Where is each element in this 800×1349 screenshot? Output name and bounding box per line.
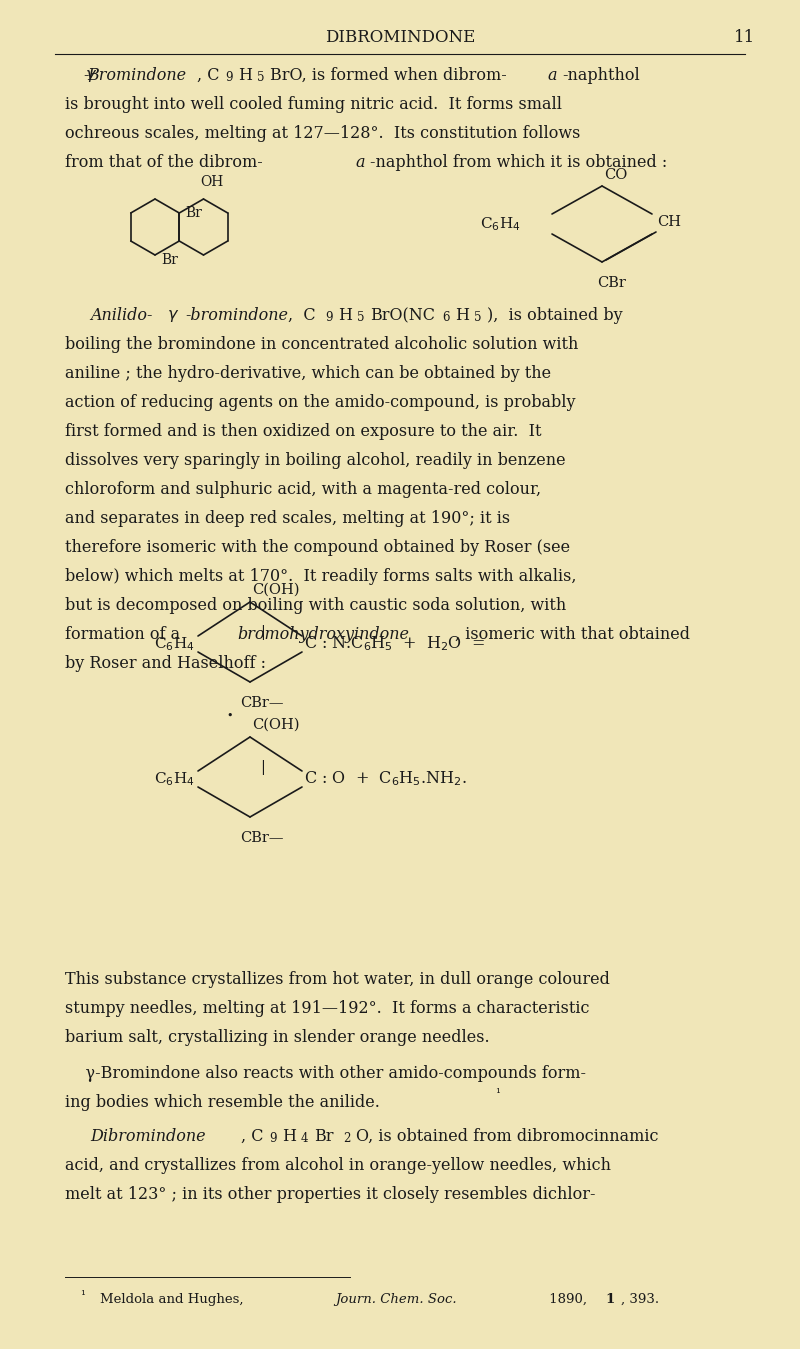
Text: C$_6$H$_4$: C$_6$H$_4$: [154, 635, 195, 653]
Text: C$_6$H$_4$: C$_6$H$_4$: [480, 214, 521, 233]
Text: 9: 9: [269, 1132, 277, 1145]
Text: Anilido-: Anilido-: [90, 308, 152, 324]
Text: but is decomposed on boiling with caustic soda solution, with: but is decomposed on boiling with causti…: [65, 598, 566, 614]
Text: first formed and is then oxidized on exposure to the air.  It: first formed and is then oxidized on exp…: [65, 424, 542, 440]
Text: boiling the bromindone in concentrated alcoholic solution with: boiling the bromindone in concentrated a…: [65, 336, 578, 353]
Text: C(OH): C(OH): [252, 583, 299, 598]
Text: ¹: ¹: [495, 1087, 500, 1099]
Text: formation of a: formation of a: [65, 626, 186, 643]
Text: CBr—: CBr—: [240, 696, 283, 710]
Text: H: H: [338, 308, 352, 324]
Text: Br: Br: [186, 206, 202, 220]
Text: , C: , C: [241, 1128, 263, 1145]
Text: ),  is obtained by: ), is obtained by: [487, 308, 622, 324]
Text: bromohydroxyindone: bromohydroxyindone: [237, 626, 409, 643]
Text: H: H: [282, 1128, 296, 1145]
Text: C : N.C$_6$H$_5$  +  H$_2$O  =: C : N.C$_6$H$_5$ + H$_2$O =: [304, 634, 485, 653]
Text: 5: 5: [357, 312, 365, 324]
Text: $\gamma$: $\gamma$: [167, 308, 179, 324]
Text: is brought into well cooled fuming nitric acid.  It forms small: is brought into well cooled fuming nitri…: [65, 96, 562, 113]
Text: 9: 9: [225, 71, 233, 84]
Text: below) which melts at 170°.  It readily forms salts with alkalis,: below) which melts at 170°. It readily f…: [65, 568, 577, 585]
Text: therefore isomeric with the compound obtained by Roser (see: therefore isomeric with the compound obt…: [65, 540, 570, 556]
Text: γ-Bromindone also reacts with other amido-compounds form-: γ-Bromindone also reacts with other amid…: [65, 1064, 586, 1082]
Text: , isomeric with that obtained: , isomeric with that obtained: [455, 626, 690, 643]
Text: BrO, is formed when dibrom-: BrO, is formed when dibrom-: [270, 67, 506, 84]
Text: 11: 11: [734, 28, 756, 46]
Text: 2: 2: [343, 1132, 350, 1145]
Text: Br: Br: [314, 1128, 334, 1145]
Text: from that of the dibrom-: from that of the dibrom-: [65, 154, 262, 171]
Text: 4: 4: [301, 1132, 309, 1145]
Text: •: •: [226, 711, 234, 720]
Text: ochreous scales, melting at 127—128°.  Its constitution follows: ochreous scales, melting at 127—128°. It…: [65, 125, 580, 142]
Text: O, is obtained from dibromocinnamic: O, is obtained from dibromocinnamic: [356, 1128, 658, 1145]
Text: a: a: [547, 67, 557, 84]
Text: by Roser and Haselhoff :: by Roser and Haselhoff :: [65, 656, 266, 672]
Text: 9: 9: [325, 312, 333, 324]
Text: H: H: [455, 308, 469, 324]
Text: aniline ; the hydro-derivative, which can be obtained by the: aniline ; the hydro-derivative, which ca…: [65, 366, 551, 382]
Text: , C: , C: [197, 67, 219, 84]
Text: CH: CH: [657, 214, 681, 229]
Text: OH: OH: [201, 175, 224, 189]
Text: and separates in deep red scales, melting at 190°; it is: and separates in deep red scales, meltin…: [65, 510, 510, 527]
Text: barium salt, crystallizing in slender orange needles.: barium salt, crystallizing in slender or…: [65, 1029, 490, 1045]
Text: C(OH): C(OH): [252, 718, 299, 733]
Text: |: |: [261, 625, 266, 639]
Text: Bromindone: Bromindone: [87, 67, 186, 84]
Text: -naphthol from which it is obtained :: -naphthol from which it is obtained :: [370, 154, 667, 171]
Text: 6: 6: [442, 312, 450, 324]
Text: Meldola and Hughes,: Meldola and Hughes,: [100, 1292, 248, 1306]
Text: Dibromindone: Dibromindone: [90, 1128, 206, 1145]
Text: stumpy needles, melting at 191—192°.  It forms a characteristic: stumpy needles, melting at 191—192°. It …: [65, 1000, 590, 1017]
Text: ¹: ¹: [80, 1290, 85, 1302]
Text: acid, and crystallizes from alcohol in orange-yellow needles, which: acid, and crystallizes from alcohol in o…: [65, 1157, 611, 1174]
Text: DIBROMINDONE: DIBROMINDONE: [325, 28, 475, 46]
Text: 1: 1: [605, 1292, 614, 1306]
Text: This substance crystallizes from hot water, in dull orange coloured: This substance crystallizes from hot wat…: [65, 971, 610, 987]
Text: BrO(NC: BrO(NC: [370, 308, 435, 324]
Text: -naphthol: -naphthol: [562, 67, 640, 84]
Text: |: |: [261, 759, 266, 774]
Text: a: a: [355, 154, 365, 171]
Text: $\gamma$: $\gamma$: [65, 67, 98, 84]
Text: CBr: CBr: [597, 277, 626, 290]
Text: Journ. Chem. Soc.: Journ. Chem. Soc.: [335, 1292, 457, 1306]
Text: dissolves very sparingly in boiling alcohol, readily in benzene: dissolves very sparingly in boiling alco…: [65, 452, 566, 469]
Text: H: H: [238, 67, 252, 84]
Text: ing bodies which resemble the anilide.: ing bodies which resemble the anilide.: [65, 1094, 380, 1112]
Text: action of reducing agents on the amido-compound, is probably: action of reducing agents on the amido-c…: [65, 394, 575, 411]
Text: C : O  +  C$_6$H$_5$.NH$_2$.: C : O + C$_6$H$_5$.NH$_2$.: [304, 770, 466, 788]
Text: ,  C: , C: [288, 308, 316, 324]
Text: CBr—: CBr—: [240, 831, 283, 844]
Text: CO: CO: [604, 169, 627, 182]
Text: C$_6$H$_4$: C$_6$H$_4$: [154, 770, 195, 788]
Text: , 393.: , 393.: [621, 1292, 659, 1306]
Text: -bromindone: -bromindone: [185, 308, 288, 324]
Text: Br: Br: [161, 254, 178, 267]
Text: -: -: [83, 67, 88, 84]
Text: melt at 123° ; in its other properties it closely resembles dichlor-: melt at 123° ; in its other properties i…: [65, 1186, 595, 1203]
Text: chloroform and sulphuric acid, with a magenta-red colour,: chloroform and sulphuric acid, with a ma…: [65, 482, 541, 498]
Text: 5: 5: [474, 312, 482, 324]
Text: 1890,: 1890,: [545, 1292, 591, 1306]
Text: 5: 5: [257, 71, 265, 84]
